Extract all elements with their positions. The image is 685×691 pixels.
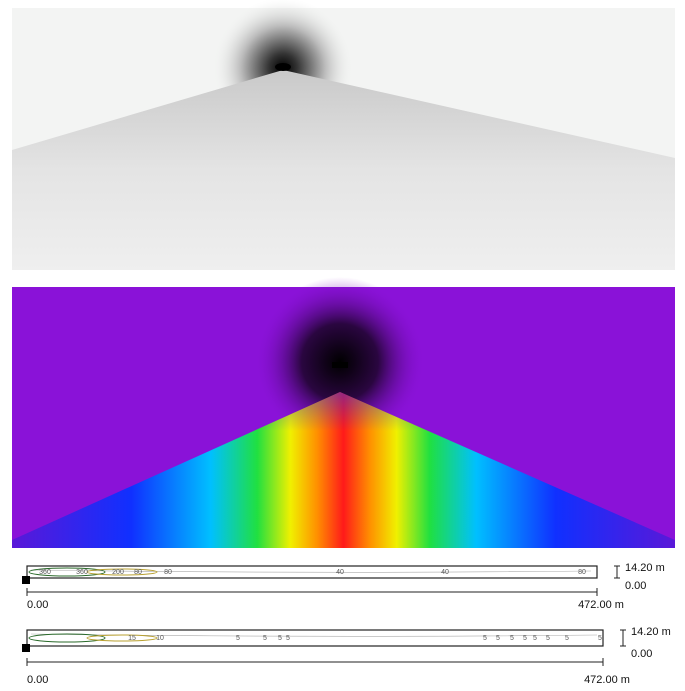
height-zero: 0.00 — [631, 648, 652, 660]
contour-label: 5 — [278, 635, 282, 642]
contour-label: 5 — [236, 635, 240, 642]
contour-label: 5 — [533, 635, 537, 642]
contour-label: 360 — [76, 569, 88, 576]
height-zero: 0.00 — [625, 580, 646, 592]
contour-label: 5 — [483, 635, 487, 642]
contour-label: 80 — [578, 569, 586, 576]
isoline — [30, 569, 592, 573]
contour-label: 360 — [39, 569, 51, 576]
isoline — [28, 567, 106, 577]
contour-label: 80 — [164, 569, 172, 576]
contour-label: 80 — [134, 569, 142, 576]
contour-label: 40 — [336, 569, 344, 576]
isoline-plots: 360 360 200 80 80 40 40 800.00 472.00 m14.20 m0.… — [22, 562, 671, 686]
contour-label: 5 — [546, 635, 550, 642]
contour-label: 5 — [286, 635, 290, 642]
length-end: 472.00 m — [584, 674, 630, 686]
length-start: 0.00 — [27, 674, 48, 686]
contour-label: 40 — [441, 569, 449, 576]
contour-label: 10 — [156, 635, 164, 642]
isoline — [86, 634, 158, 642]
luminaire — [22, 576, 30, 584]
contour-label: 15 — [128, 635, 136, 642]
tunnel-outline — [26, 629, 604, 647]
luminaire — [22, 644, 30, 652]
rendering-false-color — [12, 277, 675, 548]
height-label: 14.20 m — [625, 562, 665, 574]
contour-label: 200 — [112, 569, 124, 576]
length-end: 472.00 m — [578, 599, 624, 611]
isoline — [28, 633, 106, 643]
height-label: 14.20 m — [631, 626, 671, 638]
contour-label: 5 — [263, 635, 267, 642]
isoline — [86, 568, 158, 576]
contour-label: 5 — [496, 635, 500, 642]
contour-label: 5 — [598, 635, 602, 642]
length-start: 0.00 — [27, 599, 48, 611]
contour-label: 5 — [565, 635, 569, 642]
contour-label: 5 — [523, 635, 527, 642]
contour-label: 5 — [510, 635, 514, 642]
rendering-luminance — [12, 0, 675, 270]
